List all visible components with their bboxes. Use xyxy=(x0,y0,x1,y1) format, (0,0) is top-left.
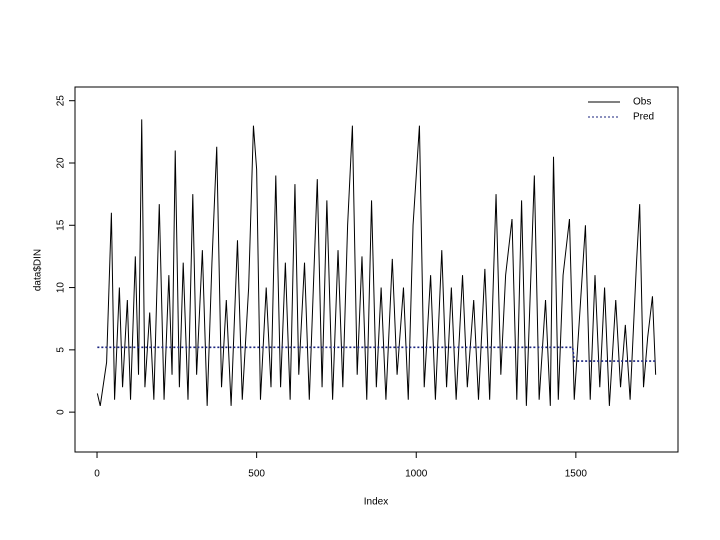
y-tick-label: 0 xyxy=(56,409,67,415)
y-tick-label: 20 xyxy=(56,157,67,169)
x-tick-label: 1000 xyxy=(405,469,428,480)
y-tick-label: 15 xyxy=(56,219,67,231)
plot-box xyxy=(74,86,679,453)
y-tick-label: 10 xyxy=(56,282,67,294)
y-axis-label: data$DIN xyxy=(33,249,44,291)
x-axis-label: Index xyxy=(364,497,388,508)
series-line xyxy=(96,119,657,407)
legend-label: Pred xyxy=(633,112,654,123)
x-tick-label: 1500 xyxy=(565,469,588,480)
legend-label: Obs xyxy=(633,97,651,108)
y-tick-label: 5 xyxy=(56,347,67,353)
series-line xyxy=(97,346,656,362)
x-tick-label: 500 xyxy=(248,469,265,480)
y-tick-label: 25 xyxy=(56,95,67,107)
x-tick-label: 0 xyxy=(94,469,100,480)
